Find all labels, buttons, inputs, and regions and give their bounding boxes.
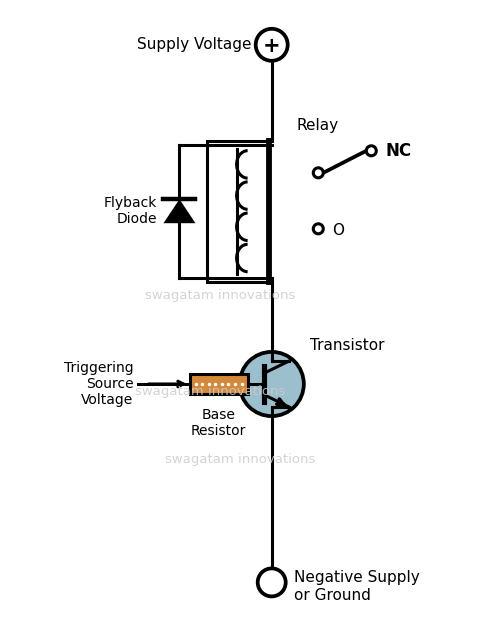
Bar (207, 141, 269, 282)
Circle shape (256, 29, 288, 61)
Text: swagatam innovations: swagatam innovations (165, 454, 315, 467)
Circle shape (313, 168, 323, 178)
Text: NC: NC (385, 142, 412, 160)
Text: Negative Supply
or Ground: Negative Supply or Ground (294, 570, 419, 603)
Circle shape (313, 224, 323, 234)
Bar (190, 374, 247, 394)
Text: Flyback
Diode: Flyback Diode (104, 196, 158, 227)
Circle shape (366, 146, 376, 156)
Text: Transistor: Transistor (310, 339, 384, 353)
Text: O: O (332, 223, 344, 238)
Text: swagatam innovations: swagatam innovations (145, 289, 295, 301)
Text: Triggering
Source
Voltage: Triggering Source Voltage (64, 361, 133, 407)
Polygon shape (164, 199, 196, 223)
Text: +: + (263, 36, 281, 56)
Text: Base
Resistor: Base Resistor (191, 408, 247, 438)
Text: swagatam innovations: swagatam innovations (135, 385, 285, 399)
Text: Relay: Relay (296, 118, 338, 133)
Text: Supply Voltage: Supply Voltage (137, 37, 252, 52)
Circle shape (240, 352, 304, 416)
Circle shape (258, 568, 286, 596)
